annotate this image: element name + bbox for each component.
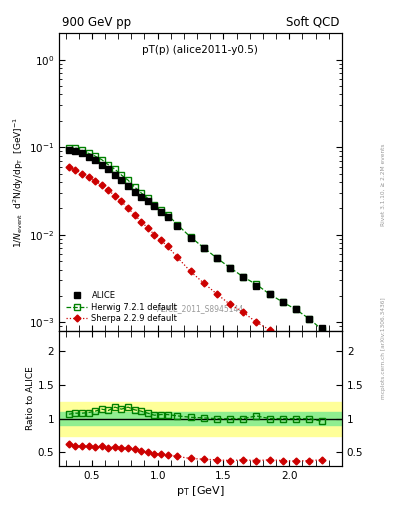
ALICE: [188, 235, 193, 241]
Sherpa 2.2.9 default: [126, 205, 130, 211]
Herwig 7.2.1 default: [241, 274, 246, 280]
Herwig 7.2.1 default: [132, 184, 137, 190]
Sherpa 2.2.9 default: [320, 361, 325, 368]
ALICE: [241, 274, 246, 280]
Line: Sherpa 2.2.9 default: Sherpa 2.2.9 default: [66, 165, 325, 367]
Sherpa 2.2.9 default: [175, 254, 180, 261]
ALICE: [254, 283, 259, 289]
Herwig 7.2.1 default: [188, 234, 193, 240]
Legend: ALICE, Herwig 7.2.1 default, Sherpa 2.2.9 default: ALICE, Herwig 7.2.1 default, Sherpa 2.2.…: [63, 288, 181, 327]
Text: pT(p) (alice2011-y0.5): pT(p) (alice2011-y0.5): [143, 45, 258, 55]
Herwig 7.2.1 default: [119, 172, 124, 178]
Sherpa 2.2.9 default: [159, 238, 163, 244]
ALICE: [175, 223, 180, 229]
Sherpa 2.2.9 default: [254, 319, 259, 325]
Sherpa 2.2.9 default: [165, 243, 170, 249]
X-axis label: p$_\mathrm{T}$ [GeV]: p$_\mathrm{T}$ [GeV]: [176, 483, 225, 498]
Sherpa 2.2.9 default: [86, 174, 91, 180]
ALICE: [73, 147, 78, 154]
ALICE: [66, 147, 71, 153]
Text: Rivet 3.1.10, ≥ 2.2M events: Rivet 3.1.10, ≥ 2.2M events: [381, 143, 386, 226]
ALICE: [215, 255, 219, 261]
Sherpa 2.2.9 default: [106, 187, 111, 194]
ALICE: [280, 299, 285, 305]
Herwig 7.2.1 default: [307, 315, 311, 322]
Text: mcplots.cern.ch [arXiv:1306.3436]: mcplots.cern.ch [arXiv:1306.3436]: [381, 297, 386, 399]
Herwig 7.2.1 default: [93, 153, 97, 159]
ALICE: [126, 183, 130, 189]
Herwig 7.2.1 default: [254, 282, 259, 288]
Herwig 7.2.1 default: [320, 327, 325, 333]
Herwig 7.2.1 default: [99, 157, 104, 163]
Sherpa 2.2.9 default: [73, 167, 78, 173]
Sherpa 2.2.9 default: [139, 219, 143, 225]
Herwig 7.2.1 default: [228, 265, 232, 271]
Sherpa 2.2.9 default: [241, 309, 246, 315]
ALICE: [165, 214, 170, 220]
ALICE: [320, 325, 325, 331]
Sherpa 2.2.9 default: [215, 291, 219, 297]
Text: Soft QCD: Soft QCD: [286, 16, 339, 29]
Sherpa 2.2.9 default: [93, 178, 97, 184]
Sherpa 2.2.9 default: [267, 327, 272, 333]
Sherpa 2.2.9 default: [132, 211, 137, 218]
Herwig 7.2.1 default: [294, 306, 298, 312]
Herwig 7.2.1 default: [215, 255, 219, 261]
Herwig 7.2.1 default: [112, 166, 117, 172]
ALICE: [159, 209, 163, 216]
Herwig 7.2.1 default: [159, 207, 163, 214]
ALICE: [139, 194, 143, 200]
ALICE: [152, 203, 157, 209]
ALICE: [294, 306, 298, 312]
Herwig 7.2.1 default: [280, 299, 285, 305]
Herwig 7.2.1 default: [152, 202, 157, 208]
Sherpa 2.2.9 default: [280, 335, 285, 342]
Sherpa 2.2.9 default: [152, 231, 157, 238]
Herwig 7.2.1 default: [73, 145, 78, 151]
Herwig 7.2.1 default: [139, 190, 143, 196]
Sherpa 2.2.9 default: [119, 198, 124, 204]
Sherpa 2.2.9 default: [99, 182, 104, 188]
Y-axis label: $1/N_\mathrm{event}$  d$^2$N/dy/dp$_\mathrm{T}$  [GeV]$^{-1}$: $1/N_\mathrm{event}$ d$^2$N/dy/dp$_\math…: [11, 116, 26, 248]
Sherpa 2.2.9 default: [145, 225, 150, 231]
Herwig 7.2.1 default: [80, 147, 84, 154]
ALICE: [145, 198, 150, 204]
ALICE: [132, 188, 137, 195]
Line: ALICE: ALICE: [66, 147, 325, 332]
Herwig 7.2.1 default: [106, 162, 111, 168]
Herwig 7.2.1 default: [86, 151, 91, 157]
Sherpa 2.2.9 default: [66, 164, 71, 170]
ALICE: [201, 245, 206, 251]
ALICE: [80, 151, 84, 157]
ALICE: [99, 162, 104, 168]
ALICE: [112, 172, 117, 178]
Herwig 7.2.1 default: [175, 222, 180, 228]
ALICE: [119, 177, 124, 183]
Herwig 7.2.1 default: [201, 245, 206, 251]
Y-axis label: Ratio to ALICE: Ratio to ALICE: [26, 367, 35, 430]
Herwig 7.2.1 default: [267, 291, 272, 297]
ALICE: [106, 166, 111, 172]
Herwig 7.2.1 default: [145, 195, 150, 201]
Sherpa 2.2.9 default: [80, 170, 84, 177]
ALICE: [86, 154, 91, 160]
Sherpa 2.2.9 default: [294, 344, 298, 350]
ALICE: [228, 265, 232, 271]
Text: 900 GeV pp: 900 GeV pp: [62, 16, 131, 29]
Sherpa 2.2.9 default: [188, 268, 193, 274]
Text: ALICE_2011_S8945144: ALICE_2011_S8945144: [157, 304, 244, 313]
Sherpa 2.2.9 default: [307, 352, 311, 358]
Sherpa 2.2.9 default: [201, 280, 206, 286]
Line: Herwig 7.2.1 default: Herwig 7.2.1 default: [66, 144, 325, 333]
Herwig 7.2.1 default: [126, 177, 130, 183]
ALICE: [267, 291, 272, 297]
Herwig 7.2.1 default: [66, 144, 71, 151]
Sherpa 2.2.9 default: [228, 301, 232, 307]
Herwig 7.2.1 default: [165, 211, 170, 218]
ALICE: [93, 157, 97, 163]
Sherpa 2.2.9 default: [112, 193, 117, 199]
ALICE: [307, 315, 311, 322]
